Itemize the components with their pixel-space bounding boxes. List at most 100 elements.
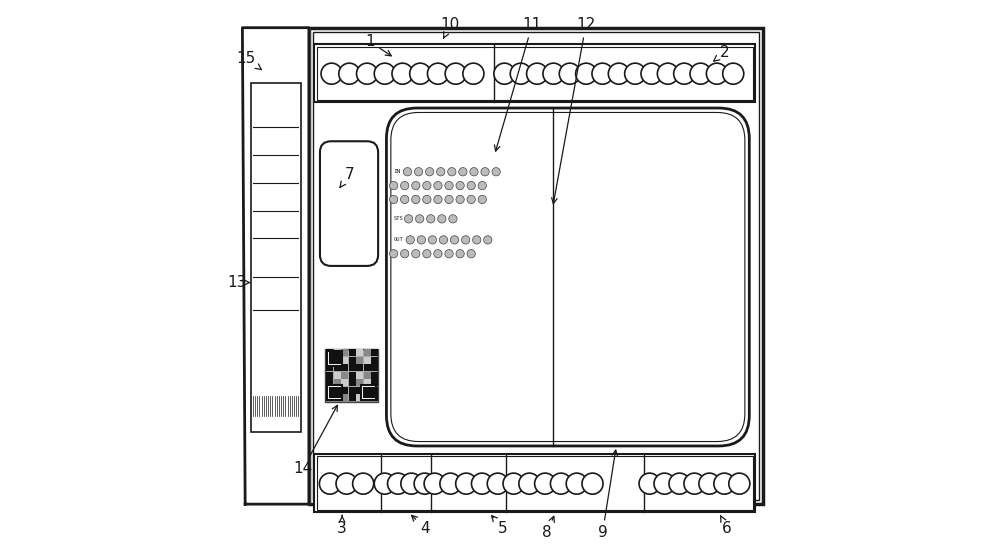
Text: 14: 14: [294, 406, 337, 476]
Bar: [329, 387, 341, 398]
Polygon shape: [242, 28, 309, 504]
Circle shape: [339, 63, 360, 84]
Circle shape: [729, 473, 750, 494]
Circle shape: [445, 249, 453, 258]
Bar: [349, 379, 356, 386]
Bar: [341, 372, 348, 378]
Text: 15: 15: [237, 50, 261, 70]
Circle shape: [321, 63, 342, 84]
Circle shape: [353, 473, 374, 494]
Circle shape: [389, 182, 398, 189]
Bar: [364, 394, 371, 401]
Bar: [334, 349, 341, 356]
Circle shape: [425, 167, 434, 176]
Circle shape: [494, 63, 515, 84]
Circle shape: [684, 473, 705, 494]
Circle shape: [503, 473, 524, 494]
Text: 4: 4: [412, 515, 430, 536]
Circle shape: [401, 473, 422, 494]
Bar: [356, 394, 363, 401]
Circle shape: [423, 249, 431, 258]
Bar: [356, 379, 363, 386]
Bar: [341, 379, 348, 386]
Bar: [349, 387, 356, 393]
Circle shape: [410, 63, 431, 84]
Circle shape: [424, 473, 445, 494]
Text: STS: STS: [394, 216, 403, 222]
Circle shape: [492, 167, 500, 176]
Bar: [364, 379, 371, 386]
Circle shape: [478, 196, 486, 203]
Circle shape: [714, 473, 735, 494]
Circle shape: [674, 63, 695, 84]
Bar: [356, 364, 363, 371]
Bar: [334, 379, 341, 386]
Text: 10: 10: [441, 17, 460, 38]
Circle shape: [470, 167, 478, 176]
Bar: [326, 364, 333, 371]
Bar: [356, 349, 363, 356]
Text: 11: 11: [494, 17, 542, 151]
Circle shape: [448, 167, 456, 176]
FancyBboxPatch shape: [320, 141, 378, 266]
Bar: [363, 387, 375, 398]
Bar: [371, 394, 378, 401]
Circle shape: [404, 214, 413, 223]
Bar: [341, 364, 348, 371]
Circle shape: [423, 196, 431, 203]
Bar: [317, 456, 753, 510]
Circle shape: [473, 236, 481, 244]
Circle shape: [427, 63, 448, 84]
Circle shape: [428, 236, 437, 244]
Bar: [364, 387, 371, 393]
Bar: [314, 44, 755, 102]
Circle shape: [456, 182, 464, 189]
Circle shape: [438, 214, 446, 223]
Text: 9: 9: [598, 450, 618, 541]
Circle shape: [392, 63, 413, 84]
Circle shape: [417, 236, 425, 244]
Bar: [334, 394, 341, 401]
Bar: [327, 385, 342, 400]
Bar: [334, 364, 341, 371]
Bar: [371, 387, 378, 393]
Bar: [371, 372, 378, 378]
Circle shape: [654, 473, 675, 494]
Bar: [326, 357, 333, 363]
Text: 1: 1: [365, 34, 391, 56]
Circle shape: [414, 473, 435, 494]
Circle shape: [481, 167, 489, 176]
Circle shape: [576, 63, 597, 84]
Circle shape: [319, 473, 340, 494]
Bar: [314, 454, 755, 512]
Circle shape: [566, 473, 587, 494]
Circle shape: [723, 63, 744, 84]
Circle shape: [412, 196, 420, 203]
Circle shape: [510, 63, 531, 84]
Text: IN: IN: [394, 169, 401, 175]
Bar: [371, 349, 378, 356]
Circle shape: [450, 236, 459, 244]
Circle shape: [389, 196, 398, 203]
Bar: [313, 32, 759, 500]
Text: 2: 2: [714, 45, 729, 61]
Bar: [349, 357, 356, 363]
Circle shape: [412, 182, 420, 189]
Text: 12: 12: [552, 17, 595, 204]
Circle shape: [487, 473, 508, 494]
Circle shape: [467, 182, 475, 189]
Bar: [341, 349, 348, 356]
Circle shape: [543, 63, 564, 84]
Circle shape: [625, 63, 646, 84]
Circle shape: [406, 236, 414, 244]
Circle shape: [535, 473, 556, 494]
Bar: [341, 357, 348, 363]
Circle shape: [416, 214, 424, 223]
Bar: [371, 379, 378, 386]
Bar: [317, 47, 753, 100]
Bar: [326, 387, 333, 393]
Bar: [349, 349, 356, 356]
Circle shape: [440, 473, 461, 494]
Circle shape: [357, 63, 378, 84]
Bar: [349, 394, 356, 401]
